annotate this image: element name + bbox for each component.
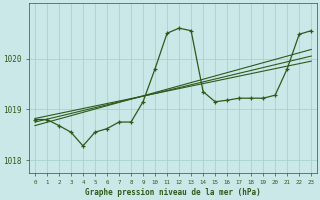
X-axis label: Graphe pression niveau de la mer (hPa): Graphe pression niveau de la mer (hPa) bbox=[85, 188, 261, 197]
